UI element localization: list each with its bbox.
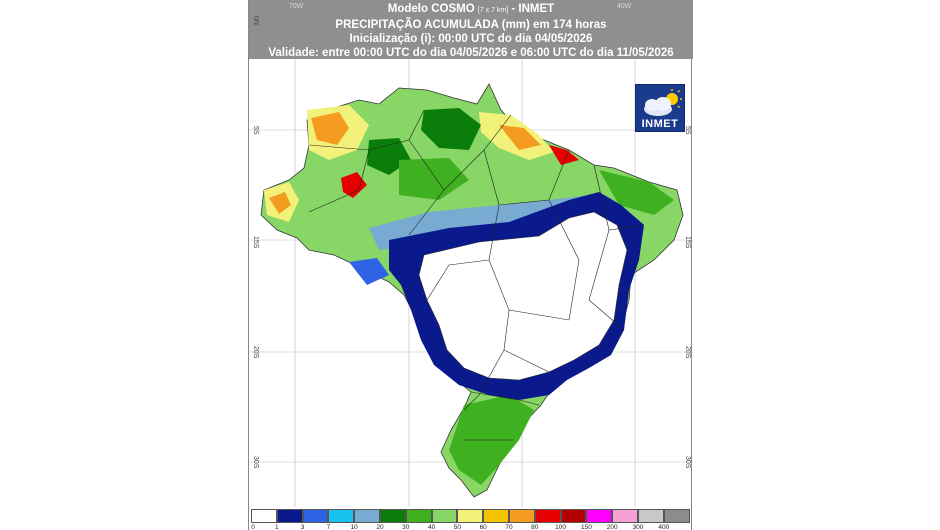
map-header: Modelo COSMO [7 x 7 km] - INMET PRECIPIT… (249, 0, 693, 59)
product-title: PRECIPITAÇÃO ACUMULADA (mm) em 174 horas (335, 19, 607, 31)
legend-color-box (612, 509, 638, 523)
lon-label-70w: 70W (289, 3, 304, 10)
legend-color-box (483, 509, 509, 523)
legend-tick-label: 200 (606, 524, 618, 530)
lat-label-30s: 30S (252, 456, 259, 469)
legend-color-box (534, 509, 561, 523)
legend-color-box (638, 509, 664, 523)
precip-orange-west (269, 192, 291, 214)
legend-tick-label: 150 (580, 524, 592, 530)
legend-tick-label: 10 (350, 524, 358, 530)
legend-tick-label: 7 (326, 524, 331, 530)
legend-color-box (405, 509, 432, 523)
legend-color-box (586, 509, 613, 523)
cloud-sun-icon (644, 89, 682, 116)
legend-color-box (276, 509, 303, 523)
legend-color-box (663, 509, 690, 523)
legend-tick-label: 30 (402, 524, 410, 530)
forecast-map-figure: Modelo COSMO [7 x 7 km] - INMET PRECIPIT… (248, 0, 693, 530)
lon-label-40w: 40W (617, 3, 632, 10)
legend-tick-label: 80 (531, 524, 539, 530)
lat-label-30s-right: 30S (684, 456, 691, 469)
legend-tick-label: 100 (555, 524, 567, 530)
lat-label-15s: 15S (252, 236, 259, 249)
legend-tick-label: 20 (376, 524, 384, 530)
legend-color-box (251, 509, 277, 523)
precip-orange-nw (311, 112, 349, 145)
legend-color-box (509, 509, 535, 523)
model-name: Modelo COSMO (387, 3, 475, 15)
legend-color-box (431, 509, 458, 523)
lat-label-5s: 5S (252, 126, 259, 135)
model-resolution: [7 x 7 km] (477, 7, 509, 14)
legend-color-box (457, 509, 484, 523)
legend-tick-label: 400 (658, 524, 670, 530)
model-org: - INMET (511, 3, 555, 15)
lat-label-20s: 20S (252, 346, 259, 359)
legend-tick-label: 40 (427, 524, 436, 530)
inmet-logo: INMET (635, 84, 685, 132)
state-borders (308, 109, 645, 441)
legend-tick-label: 3 (300, 524, 305, 530)
header-title-line: Modelo COSMO [7 x 7 km] - INMET (249, 2, 693, 18)
legend-color-box (302, 509, 329, 523)
precip-red-amazon (341, 172, 367, 198)
legend-tick-label: 300 (632, 524, 644, 530)
logo-text: INMET (641, 118, 679, 130)
precip-blue-west (349, 258, 389, 285)
precip-green-1 (399, 158, 469, 200)
precip-dry-interior (418, 211, 628, 381)
legend-color-box (560, 509, 587, 523)
validity-line: Validade: entre 00:00 UTC do dia 04/05/2… (268, 47, 674, 59)
lat-label-15s-right: 15S (684, 236, 691, 249)
color-legend: 0 1 3 7 10 20 30 40 50 60 70 80 100 150 200 300 400 (249, 507, 693, 530)
precip-red-coast (549, 145, 579, 165)
legend-color-box (328, 509, 355, 523)
legend-tick-label: 60 (479, 524, 487, 530)
legend-color-box (380, 509, 406, 523)
legend-tick-label: 0 (251, 524, 255, 530)
legend-tick-label: 70 (505, 524, 513, 530)
legend-color-box (354, 509, 380, 523)
precip-orange-north (499, 125, 541, 150)
lat-label-20s-right: 20S (684, 346, 691, 359)
initialization-line: Inicialização (i): 00:00 UTC do dia 04/0… (349, 33, 593, 45)
legend-tick-label: 1 (274, 524, 279, 530)
legend-tick-label: 50 (453, 524, 462, 530)
precip-green-2 (599, 170, 674, 215)
lat-label-5s-right: 5S (684, 126, 691, 135)
precip-dark-green-1 (421, 108, 481, 150)
precipitation-map (249, 59, 693, 507)
lat-label-0n: 0N (252, 16, 259, 25)
